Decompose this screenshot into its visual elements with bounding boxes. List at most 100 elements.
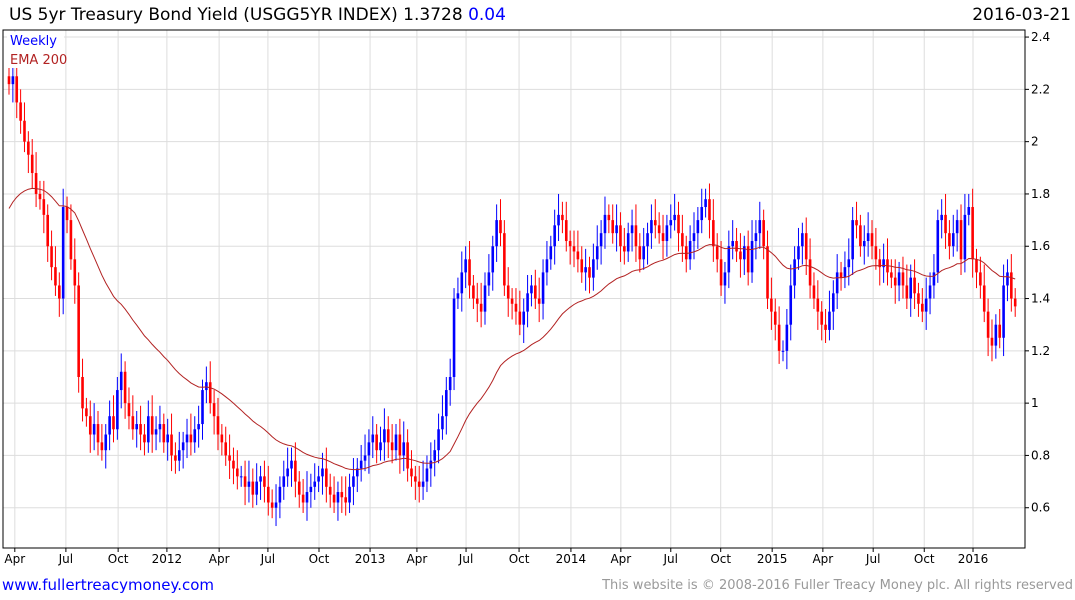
candle	[739, 233, 742, 278]
candle-body	[19, 102, 22, 121]
candle	[452, 288, 456, 391]
candle-body	[1013, 298, 1017, 307]
candle	[367, 429, 371, 474]
candle-body	[990, 337, 994, 346]
candle	[727, 230, 731, 289]
candle	[816, 280, 820, 330]
candle	[174, 442, 177, 474]
candle-body	[653, 220, 657, 226]
candle-body	[398, 434, 402, 456]
candle	[870, 220, 874, 260]
candle	[646, 222, 649, 265]
candle-body	[971, 207, 974, 260]
candle-body	[615, 225, 618, 234]
candle	[46, 204, 49, 262]
candle-body	[259, 476, 262, 482]
candle	[967, 193, 971, 226]
candle-body	[599, 233, 603, 247]
candle-body	[356, 468, 359, 477]
candle	[282, 460, 286, 500]
candle-body	[251, 481, 255, 495]
candle	[859, 214, 862, 257]
candle	[479, 282, 483, 328]
candle	[73, 238, 77, 304]
candle-body	[700, 207, 704, 221]
x-tick-label: Jul	[58, 552, 73, 566]
candle-body	[665, 225, 669, 242]
candle	[383, 408, 386, 461]
candle	[85, 397, 88, 427]
candle-body	[201, 390, 204, 425]
candle	[982, 264, 986, 323]
candle	[688, 225, 692, 270]
candle	[236, 450, 239, 490]
candle	[928, 272, 932, 315]
candle	[445, 376, 448, 435]
candle-body	[147, 416, 150, 443]
x-tick-label: Jul	[260, 552, 275, 566]
candle-body	[642, 246, 645, 260]
candle	[201, 379, 204, 440]
candle-body	[375, 434, 378, 451]
candle-body	[50, 246, 53, 268]
candle	[905, 264, 909, 310]
candle-body	[205, 382, 208, 391]
candle-body	[719, 259, 723, 286]
candle-body	[247, 481, 251, 487]
candle-body	[812, 285, 816, 299]
candle-body	[797, 246, 800, 260]
candle-body	[402, 442, 406, 456]
candle	[139, 405, 142, 451]
candle-body	[150, 416, 154, 435]
candle-body	[982, 285, 986, 312]
candle-body	[963, 214, 967, 260]
candle	[514, 288, 518, 325]
candle	[232, 447, 235, 485]
candle	[433, 439, 436, 477]
candle-body	[46, 214, 49, 247]
x-tick-label: Apr	[4, 552, 25, 566]
website-link[interactable]: www.fullertreacymoney.com	[2, 576, 215, 594]
candle-body	[506, 285, 510, 299]
candle	[81, 358, 84, 422]
candle	[309, 473, 313, 508]
candle	[108, 400, 111, 451]
candle	[665, 214, 669, 257]
candle-body	[305, 492, 309, 503]
candle	[104, 424, 108, 469]
candle	[270, 489, 274, 519]
candle	[549, 235, 553, 270]
x-tick-label: Apr	[209, 552, 230, 566]
candle	[909, 264, 913, 317]
candle-body	[162, 424, 166, 443]
candle	[712, 199, 715, 262]
candle	[804, 217, 808, 276]
candle	[723, 261, 727, 304]
candle-body	[820, 311, 823, 325]
candle	[7, 65, 11, 95]
y-tick-label: 1.8	[1031, 187, 1050, 201]
candle-body	[607, 214, 611, 221]
candle-body	[367, 442, 371, 456]
candle-body	[390, 442, 394, 451]
candle	[592, 243, 595, 291]
candle-body	[475, 298, 479, 304]
candle	[205, 366, 208, 404]
x-tick-label: Jul	[458, 552, 473, 566]
candle	[475, 282, 479, 323]
gridlines	[3, 30, 1025, 548]
candle	[704, 188, 707, 218]
candle	[669, 204, 673, 239]
candle-body	[696, 220, 700, 234]
candle-body	[321, 468, 324, 477]
candle-body	[69, 220, 73, 260]
candle-body	[870, 233, 874, 247]
candle-body	[479, 303, 483, 312]
candle	[893, 259, 897, 304]
candle-body	[34, 173, 38, 194]
candle	[743, 235, 746, 276]
candle-body	[808, 259, 812, 286]
x-tick-label: Apr	[812, 552, 833, 566]
candle-body	[58, 285, 61, 299]
